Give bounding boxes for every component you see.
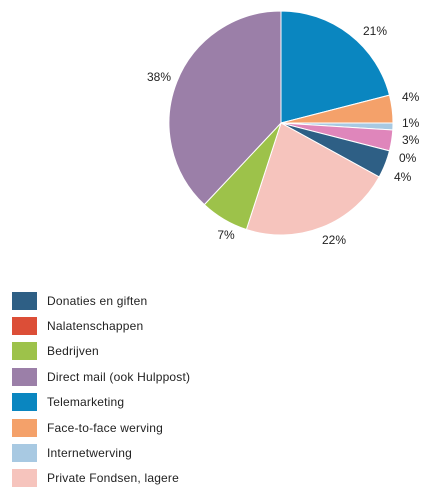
legend-item: Private Fondsen, lagere [12, 466, 190, 491]
legend-label: Nalatenschappen [47, 319, 144, 334]
legend-label: Donaties en giften [47, 293, 148, 308]
legend-item: Nalatenschappen [12, 313, 190, 338]
slice-value-label: 4% [402, 90, 420, 104]
legend-item: Donaties en giften [12, 288, 190, 313]
legend-item: Direct mail (ook Hulppost) [12, 364, 190, 389]
slice-value-label: 22% [322, 233, 346, 247]
legend-swatch [12, 469, 37, 488]
legend: Donaties en giften Nalatenschappen Bedri… [12, 288, 190, 491]
pie-slice [168, 10, 282, 206]
pie-slice [245, 122, 380, 236]
legend-label: Direct mail (ook Hulppost) [47, 369, 191, 384]
legend-label: Internetwerving [47, 446, 133, 461]
legend-swatch [12, 393, 37, 412]
legend-item: Bedrijven [12, 339, 190, 364]
legend-swatch [12, 418, 37, 437]
legend-item: Face-to-face werving [12, 415, 190, 440]
legend-swatch [12, 342, 37, 361]
legend-label: Telemarketing [47, 395, 125, 410]
slice-value-label: 21% [363, 24, 387, 38]
legend-swatch [12, 367, 37, 386]
slice-value-label: 7% [217, 228, 235, 242]
slice-value-label: 4% [394, 170, 412, 184]
legend-swatch [12, 291, 37, 310]
slice-value-label: 3% [402, 133, 420, 147]
slice-value-label: 38% [147, 70, 171, 84]
slice-value-label: 0% [399, 151, 417, 165]
legend-item: Internetwerving [12, 440, 190, 465]
legend-label: Bedrijven [47, 344, 99, 359]
slice-value-label: 1% [402, 116, 420, 130]
legend-label: Private Fondsen, lagere [47, 471, 180, 486]
pie-chart: 21% 4% 1% 3% 0% 4% 22% 7% 38% [147, 10, 420, 247]
legend-swatch [12, 444, 37, 463]
pie-slice [280, 10, 391, 124]
legend-swatch [12, 317, 37, 336]
legend-label: Face-to-face werving [47, 420, 164, 435]
legend-item: Telemarketing [12, 390, 190, 415]
